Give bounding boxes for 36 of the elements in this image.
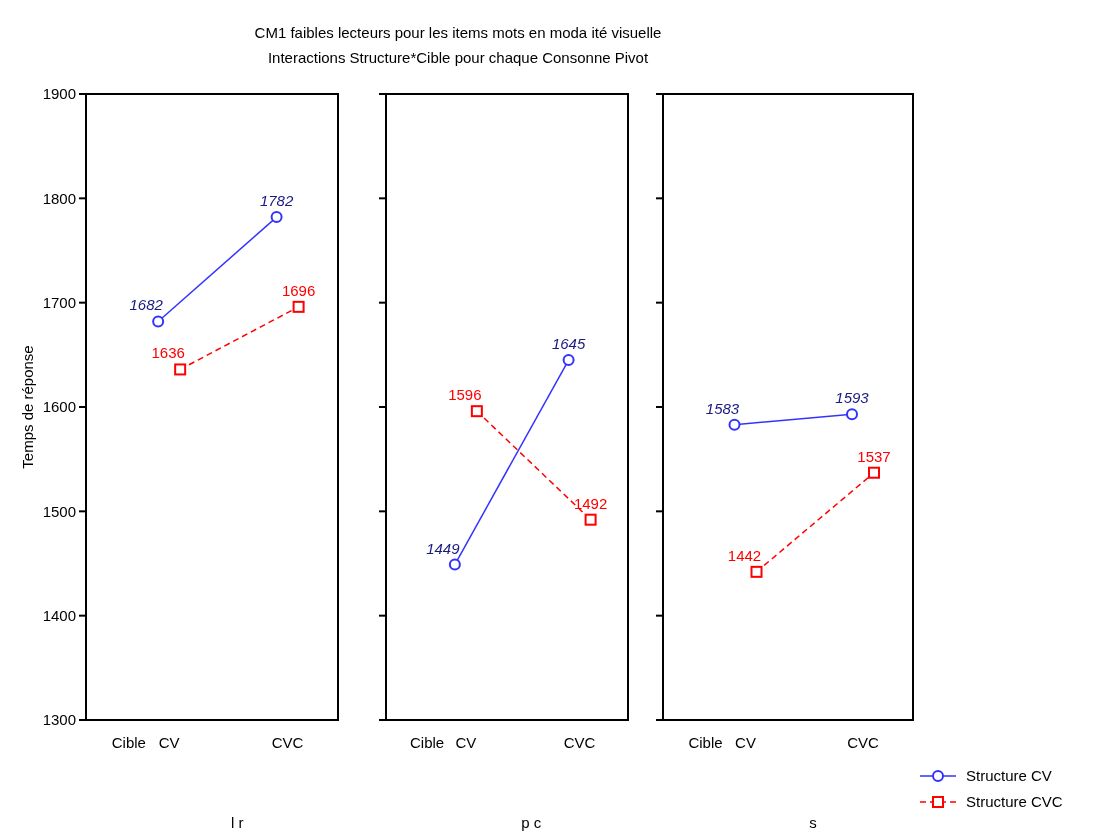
data-label: 1782 [259, 192, 294, 210]
legend-label: Structure CV [966, 767, 1052, 785]
x-axis-title: l r [230, 814, 244, 831]
text: CM1 faibles lecteurs pour les items mots en moda ité visuelle [254, 24, 662, 41]
x-tick-label: CVC [271, 734, 304, 751]
y-tick-label: 1500 [42, 502, 76, 520]
y-tick-label: 1700 [42, 293, 76, 311]
text: Cible [688, 734, 723, 751]
y-axis-title: Temps de réponse [19, 345, 36, 469]
data-label: 1596 [448, 386, 482, 404]
y-tick-label: 1400 [42, 606, 76, 624]
x-tick-label: CVC [847, 734, 879, 751]
data-label: 1449 [426, 539, 461, 557]
data-label: 1492 [573, 494, 608, 512]
data-label: 1645 [551, 335, 586, 353]
text: Interactions Structure*Cible pour chaque Consonne Pivot [267, 49, 649, 66]
y-tick-label: 1900 [42, 85, 76, 103]
x-axis-title: p c [521, 814, 542, 831]
x-tick-label: CV [735, 734, 756, 751]
x-tick-label: CVC [563, 734, 596, 751]
data-label: 1636 [151, 344, 185, 362]
x-tick-label: CV [455, 734, 477, 751]
text: Cible [410, 734, 445, 751]
data-label: 1593 [835, 389, 870, 407]
y-tick-label: 1600 [42, 398, 76, 416]
x-tick-label: CV [158, 734, 180, 751]
text: Cible [111, 734, 146, 751]
data-label: 1442 [727, 546, 762, 564]
x-axis-title: s [809, 814, 817, 831]
data-label: 1696 [281, 281, 316, 299]
data-label: 1583 [705, 399, 740, 417]
y-tick-label: 1300 [42, 711, 76, 729]
data-label: 1537 [857, 447, 891, 465]
data-label: 1682 [129, 296, 164, 314]
legend-label: Structure CVC [966, 793, 1063, 811]
y-tick-label: 1800 [42, 189, 76, 207]
